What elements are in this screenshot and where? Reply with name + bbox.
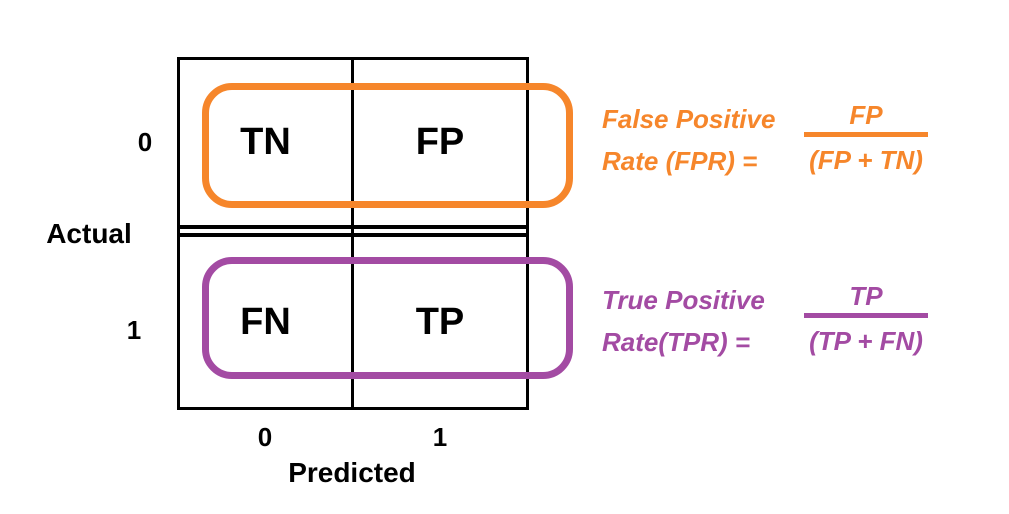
tpr-numerator: TP bbox=[849, 281, 883, 311]
cell-false-negative: FN bbox=[240, 300, 291, 343]
tpr-label: True Positive Rate(TPR) = bbox=[602, 279, 765, 363]
tpr-row-highlight bbox=[202, 257, 573, 379]
fpr-denominator: (FP + TN) bbox=[809, 145, 923, 175]
confusion-matrix-grid: TN FP FN TP bbox=[177, 57, 529, 410]
fpr-label: False Positive Rate (FPR) = bbox=[602, 98, 775, 182]
fpr-label-line1: False Positive bbox=[602, 104, 776, 134]
cell-true-negative: TN bbox=[240, 121, 291, 163]
cell-false-positive: FP bbox=[415, 121, 465, 163]
tpr-fraction: TP (TP + FN) bbox=[801, 281, 931, 356]
grid-horizontal-divider-upper bbox=[180, 225, 526, 229]
tpr-denominator: (TP + FN) bbox=[809, 326, 923, 356]
tpr-label-line1: True Positive bbox=[602, 285, 765, 315]
fpr-label-line2: Rate (FPR) = bbox=[602, 146, 758, 176]
predicted-col-0-label: 0 bbox=[257, 422, 273, 452]
actual-row-0-label: 0 bbox=[137, 127, 153, 157]
actual-row-1-label: 1 bbox=[126, 315, 142, 345]
predicted-axis-label: Predicted bbox=[288, 457, 416, 488]
fpr-numerator: FP bbox=[849, 100, 883, 130]
tpr-fraction-bar bbox=[804, 313, 928, 318]
fpr-row-highlight bbox=[202, 83, 573, 208]
grid-horizontal-divider-lower bbox=[180, 233, 526, 237]
cell-true-positive: TP bbox=[415, 300, 465, 343]
fpr-fraction: FP (FP + TN) bbox=[801, 100, 931, 175]
tpr-label-line2: Rate(TPR) = bbox=[602, 327, 751, 357]
actual-axis-label: Actual bbox=[46, 218, 132, 249]
fpr-fraction-bar bbox=[804, 132, 928, 137]
predicted-col-1-label: 1 bbox=[432, 422, 448, 452]
